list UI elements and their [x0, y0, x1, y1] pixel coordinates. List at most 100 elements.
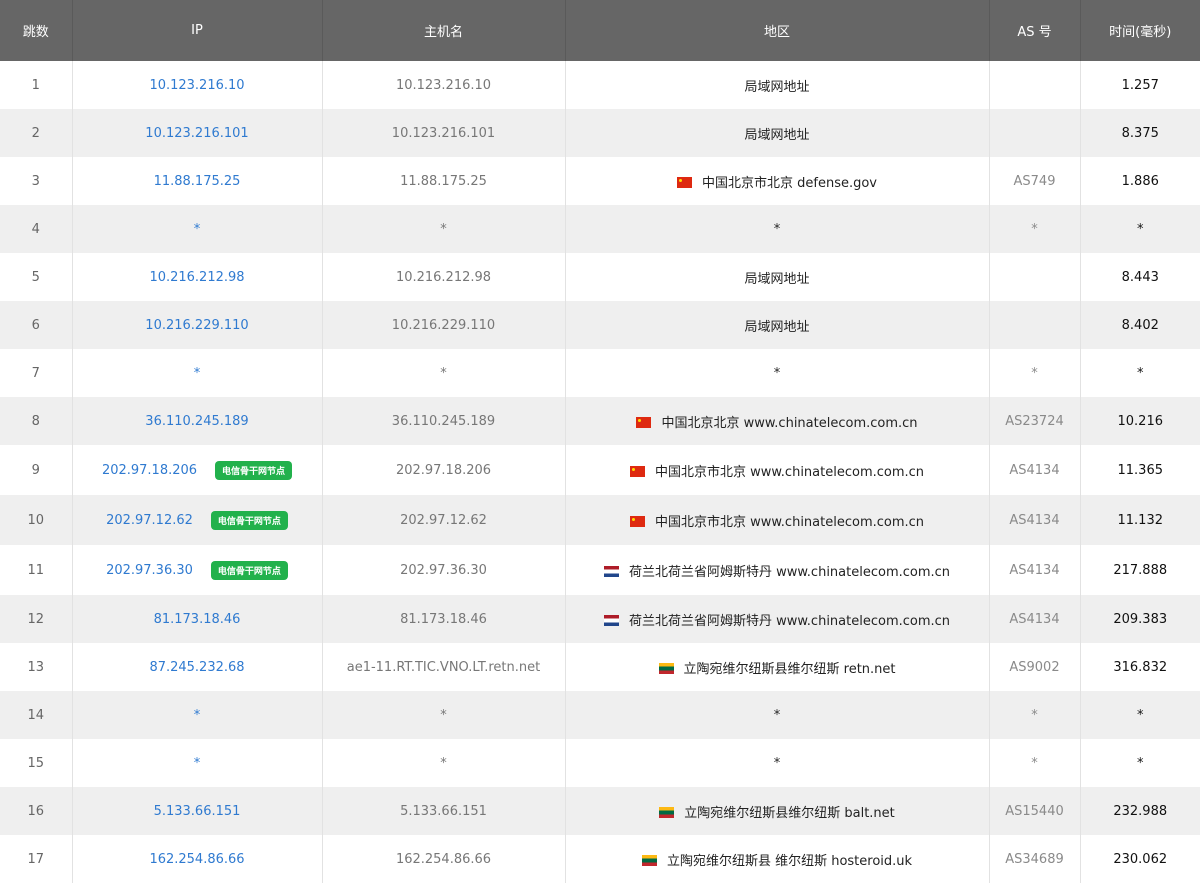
region-text: *: [773, 221, 781, 237]
ip-link[interactable]: *: [193, 365, 201, 381]
ip-cell: *: [72, 739, 323, 787]
header-hop: 跳数: [0, 0, 73, 61]
ip-cell: 162.254.86.66: [72, 835, 323, 883]
ip-cell: *: [72, 205, 323, 253]
ip-cell: 202.97.18.206 电信骨干网节点: [72, 445, 323, 495]
table-row: 14 * * * * *: [0, 691, 1200, 739]
ip-link[interactable]: 11.88.175.25: [153, 173, 241, 189]
ip-link[interactable]: 202.97.36.30: [106, 562, 193, 578]
time-cell: 1.886: [1121, 173, 1159, 189]
hop-cell: 13: [0, 643, 73, 691]
hostname-cell: 36.110.245.189: [322, 397, 566, 445]
flag-lt-icon: [658, 662, 674, 674]
region-cell: 中国北京市北京 defense.gov: [565, 157, 990, 205]
ip-cell: 5.133.66.151: [72, 787, 323, 835]
as-cell: AS9002: [989, 643, 1081, 691]
table-row: 4 * * * * *: [0, 205, 1200, 253]
time-cell: *: [1137, 221, 1144, 237]
ip-cell: 10.123.216.10: [72, 61, 323, 109]
hostname-cell: 202.97.36.30: [322, 545, 566, 595]
hop-cell: 15: [0, 739, 73, 787]
hop-cell: 14: [0, 691, 73, 739]
hostname-cell: 10.123.216.10: [322, 61, 566, 109]
time-cell: *: [1137, 707, 1144, 723]
region-cell: 中国北京北京 www.chinatelecom.com.cn: [565, 397, 990, 445]
time-cell: 1.257: [1121, 77, 1159, 93]
ip-link[interactable]: 81.173.18.46: [153, 611, 241, 627]
ip-link[interactable]: *: [193, 221, 201, 237]
region-text: 中国北京市北京 defense.gov: [702, 175, 877, 191]
region-text: *: [773, 755, 781, 771]
ip-link[interactable]: 10.123.216.101: [145, 125, 249, 141]
time-cell: 8.375: [1121, 125, 1159, 141]
hostname-cell: 81.173.18.46: [322, 595, 566, 643]
ip-link[interactable]: 202.97.18.206: [101, 462, 198, 478]
as-cell: AS23724: [989, 397, 1081, 445]
backbone-badge: 电信骨干网节点: [215, 460, 293, 480]
flag-lt-icon: [641, 854, 657, 866]
ip-link[interactable]: *: [193, 707, 201, 723]
region-cell: *: [565, 349, 990, 397]
time-cell: 11.132: [1117, 512, 1164, 528]
region-cell: 立陶宛维尔纽斯县 维尔纽斯 hosteroid.uk: [565, 835, 990, 883]
as-cell: *: [989, 349, 1081, 397]
ip-link[interactable]: 87.245.232.68: [149, 659, 245, 675]
flag-cn-icon: [677, 176, 692, 188]
ip-link[interactable]: 162.254.86.66: [149, 851, 245, 867]
hostname-cell: 10.123.216.101: [322, 109, 566, 157]
time-cell: 217.888: [1113, 562, 1168, 578]
region-text: 中国北京北京 www.chinatelecom.com.cn: [661, 415, 918, 431]
region-text: 立陶宛维尔纽斯县 维尔纽斯 hosteroid.uk: [666, 853, 913, 869]
hostname-cell: 202.97.18.206: [322, 445, 566, 495]
hostname-cell: 11.88.175.25: [322, 157, 566, 205]
region-text: 立陶宛维尔纽斯县维尔纽斯 retn.net: [683, 661, 896, 677]
region-cell: 中国北京市北京 www.chinatelecom.com.cn: [565, 445, 990, 495]
ip-link[interactable]: 10.123.216.10: [149, 77, 245, 93]
region-cell: *: [565, 691, 990, 739]
hop-cell: 6: [0, 301, 73, 349]
region-text: 局域网地址: [744, 319, 810, 335]
region-text: *: [773, 707, 781, 723]
header-ip: IP: [72, 0, 323, 61]
time-cell: 209.383: [1113, 611, 1168, 627]
table-row: 13 87.245.232.68 ae1-11.RT.TIC.VNO.LT.re…: [0, 643, 1200, 691]
region-text: 荷兰北荷兰省阿姆斯特丹 www.chinatelecom.com.cn: [628, 564, 951, 580]
ip-cell: 202.97.36.30 电信骨干网节点: [72, 545, 323, 595]
ip-link[interactable]: 10.216.212.98: [149, 269, 245, 285]
hostname-cell: 202.97.12.62: [322, 495, 566, 545]
ip-cell: 11.88.175.25: [72, 157, 323, 205]
time-cell: 232.988: [1113, 803, 1168, 819]
time-cell: *: [1137, 365, 1144, 381]
as-cell: AS4134: [989, 495, 1081, 545]
flag-nl-icon: [603, 614, 619, 626]
ip-link[interactable]: 5.133.66.151: [153, 803, 241, 819]
hop-cell: 10: [0, 495, 73, 545]
hostname-cell: *: [322, 691, 566, 739]
as-cell: [989, 61, 1081, 109]
table-row: 15 * * * * *: [0, 739, 1200, 787]
header-region: 地区: [565, 0, 990, 61]
ip-link[interactable]: *: [193, 755, 201, 771]
ip-link[interactable]: 36.110.245.189: [145, 413, 249, 429]
region-text: 局域网地址: [744, 271, 810, 287]
table-row: 7 * * * * *: [0, 349, 1200, 397]
table-row: 11 202.97.36.30 电信骨干网节点 202.97.36.30 荷兰北荷…: [0, 545, 1200, 595]
hostname-cell: 162.254.86.66: [322, 835, 566, 883]
time-cell: 316.832: [1113, 659, 1168, 675]
header-time: 时间(毫秒): [1080, 0, 1200, 61]
ip-link[interactable]: 10.216.229.110: [145, 317, 249, 333]
time-cell: 8.402: [1121, 317, 1159, 333]
region-cell: 局域网地址: [565, 109, 990, 157]
ip-link[interactable]: 202.97.12.62: [106, 512, 193, 528]
region-text: *: [773, 365, 781, 381]
region-text: 立陶宛维尔纽斯县维尔纽斯 balt.net: [684, 805, 895, 821]
region-cell: 荷兰北荷兰省阿姆斯特丹 www.chinatelecom.com.cn: [565, 545, 990, 595]
region-text: 中国北京市北京 www.chinatelecom.com.cn: [654, 464, 925, 480]
table-row: 5 10.216.212.98 10.216.212.98 局域网地址 8.44…: [0, 253, 1200, 301]
ip-cell: 87.245.232.68: [72, 643, 323, 691]
table-row: 17 162.254.86.66 162.254.86.66 立陶宛维尔纽斯县 …: [0, 835, 1200, 883]
hop-cell: 16: [0, 787, 73, 835]
time-cell: 10.216: [1117, 413, 1164, 429]
flag-cn-icon: [629, 515, 645, 527]
